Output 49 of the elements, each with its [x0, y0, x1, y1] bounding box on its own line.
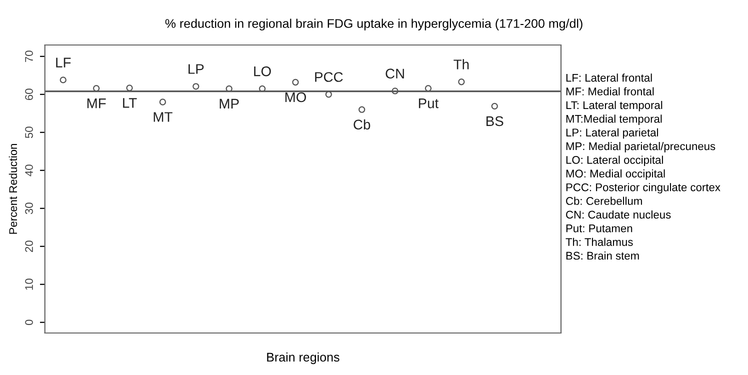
point	[60, 76, 66, 84]
point	[126, 84, 133, 92]
point	[358, 106, 366, 113]
y-tick-label: 0	[25, 320, 33, 326]
text: LO: Lateral occipital	[566, 156, 663, 166]
point	[458, 78, 465, 86]
x-tick-label: BS	[486, 116, 504, 126]
point	[292, 78, 299, 86]
x-tick-label: LO	[254, 66, 271, 76]
x-tick-label: MT	[154, 112, 172, 122]
y-tick-label: 10	[25, 278, 33, 290]
text: BS: Brain stem	[566, 252, 639, 260]
y-tick-label: 30	[25, 202, 33, 214]
point	[192, 83, 200, 90]
x-tick-label: Put	[418, 98, 439, 108]
text: MO: Medial occipital	[566, 169, 665, 180]
text: Put: Putamen	[566, 224, 632, 232]
y-axis-title: Percent Reduction	[8, 144, 18, 234]
point	[491, 102, 498, 110]
x-tick-label: LT	[123, 98, 137, 108]
point	[325, 91, 332, 98]
text: LP: Lateral parietal	[566, 128, 658, 139]
x-tick-label: Th	[454, 59, 469, 70]
x-tick-label: Cb	[354, 119, 370, 130]
text: Cb: Cerebellum	[566, 196, 642, 205]
y-tick-label: 40	[25, 164, 33, 176]
y-tick-label: 20	[25, 240, 33, 252]
x-tick-label: LP	[188, 64, 204, 74]
x-axis-title: Brain regions	[267, 352, 340, 364]
chart-title: % reduction in regional brain FDG uptake in hyperglycemia (171-200 mg/dl)	[165, 18, 582, 30]
point	[159, 98, 166, 106]
text: MF: Medial frontal	[566, 87, 654, 96]
text: LF: Lateral frontal	[566, 74, 652, 82]
text: MP: Medial parietal/precuneus	[566, 142, 716, 152]
x-tick-label: CN	[386, 68, 404, 79]
text: LT: Lateral temporal	[566, 100, 662, 112]
text: Th: Thalamus	[566, 238, 633, 246]
text: MT:Medial temporal	[566, 114, 662, 125]
x-tick-label: PCC	[315, 72, 343, 82]
text: CN: Caudate nucleus	[566, 210, 671, 219]
x-tick-label: MF	[87, 98, 106, 108]
x-tick-label: MP	[220, 98, 239, 108]
y-tick-label: 50	[25, 126, 33, 138]
x-tick-label: MO	[285, 92, 306, 102]
text: PCC: Posterior cingulate cortex	[566, 183, 720, 194]
y-tick-label: 60	[25, 88, 33, 100]
y-tick-label: 70	[25, 50, 33, 62]
point	[392, 88, 398, 94]
x-tick-label: LF	[56, 58, 71, 68]
